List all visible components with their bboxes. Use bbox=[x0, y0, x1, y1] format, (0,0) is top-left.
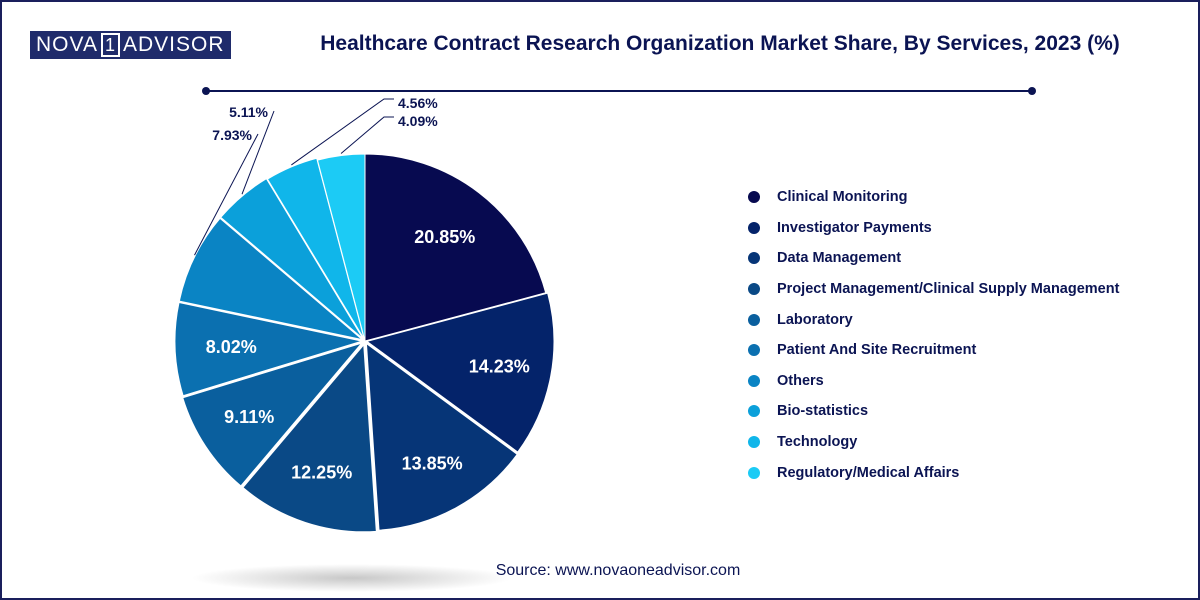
legend-item: Data Management bbox=[748, 243, 1119, 274]
legend-swatch bbox=[748, 221, 760, 234]
data-label-3: 13.85% bbox=[402, 453, 463, 473]
pie-slice-2 bbox=[365, 292, 555, 453]
legend-label: Technology bbox=[777, 434, 858, 451]
title-underline-right-dot bbox=[1028, 87, 1036, 95]
data-label-9: 4.56% bbox=[398, 95, 438, 111]
legend: Clinical Monitoring Investigator Payments… bbox=[748, 182, 1119, 488]
legend-swatch bbox=[748, 191, 760, 204]
data-label-7: 7.93% bbox=[212, 127, 252, 143]
legend-swatch bbox=[748, 405, 760, 418]
pie-slice-8 bbox=[220, 177, 364, 340]
legend-swatch bbox=[748, 283, 760, 296]
data-label-4: 12.25% bbox=[291, 463, 352, 483]
legend-label: Laboratory bbox=[777, 311, 853, 328]
legend-swatch bbox=[748, 344, 760, 357]
pie-shadow bbox=[192, 564, 512, 592]
title-underline-left-dot bbox=[202, 87, 210, 95]
title-underline bbox=[206, 90, 1032, 92]
pie-slice-7 bbox=[178, 217, 363, 341]
pie-slice-3 bbox=[365, 342, 518, 531]
pie-slice-5 bbox=[182, 342, 364, 487]
pie-slice-1 bbox=[364, 153, 547, 342]
leader-line-8 bbox=[241, 110, 275, 195]
brand-logo-left: NOVA bbox=[36, 33, 98, 56]
leader-line-10 bbox=[340, 116, 394, 154]
legend-item: Patient And Site Recruitment bbox=[748, 335, 1119, 366]
legend-label: Data Management bbox=[777, 250, 902, 267]
legend-item: Others bbox=[748, 366, 1119, 397]
data-label-6: 8.02% bbox=[206, 337, 257, 357]
data-label-5: 9.11% bbox=[224, 407, 274, 427]
legend-label: Clinical Monitoring bbox=[777, 189, 908, 206]
chart-title: Healthcare Contract Research Organizatio… bbox=[320, 32, 1120, 55]
legend-label: Bio-statistics bbox=[777, 403, 869, 420]
legend-label: Patient And Site Recruitment bbox=[777, 342, 977, 359]
data-label-1: 20.85% bbox=[414, 227, 475, 247]
legend-swatch bbox=[748, 466, 760, 479]
legend-item: Regulatory/Medical Affairs bbox=[748, 457, 1119, 488]
data-label-8: 5.11% bbox=[229, 104, 268, 120]
legend-swatch bbox=[748, 313, 760, 326]
pie-slice-9 bbox=[266, 157, 365, 340]
legend-item: Project Management/Clinical Supply Manag… bbox=[748, 274, 1119, 305]
pie-slice-4 bbox=[242, 343, 377, 533]
data-label-2: 14.23% bbox=[469, 356, 530, 376]
legend-label: Project Management/Clinical Supply Manag… bbox=[777, 281, 1120, 298]
brand-logo-right: ADVISOR bbox=[122, 33, 225, 56]
legend-label: Investigator Payments bbox=[777, 219, 932, 236]
source-note: Source: www.novaoneadvisor.com bbox=[495, 562, 741, 579]
legend-swatch bbox=[748, 252, 760, 265]
legend-swatch bbox=[748, 436, 760, 449]
legend-item: Clinical Monitoring bbox=[748, 182, 1119, 213]
legend-item: Investigator Payments bbox=[748, 213, 1119, 244]
brand-logo-middle: 1 bbox=[100, 33, 120, 57]
leader-line-9 bbox=[291, 98, 394, 166]
legend-label: Others bbox=[777, 372, 824, 389]
legend-item: Technology bbox=[748, 427, 1119, 458]
leader-line-7 bbox=[194, 133, 259, 256]
data-label-10: 4.09% bbox=[398, 113, 438, 129]
legend-label: Regulatory/Medical Affairs bbox=[777, 464, 960, 481]
legend-item: Bio-statistics bbox=[748, 396, 1119, 427]
pie-slice-10 bbox=[316, 153, 366, 342]
legend-item: Laboratory bbox=[748, 304, 1119, 335]
pie-slice-6 bbox=[174, 301, 363, 397]
legend-swatch bbox=[748, 374, 760, 387]
brand-logo: NOVA 1 ADVISOR bbox=[30, 31, 231, 59]
